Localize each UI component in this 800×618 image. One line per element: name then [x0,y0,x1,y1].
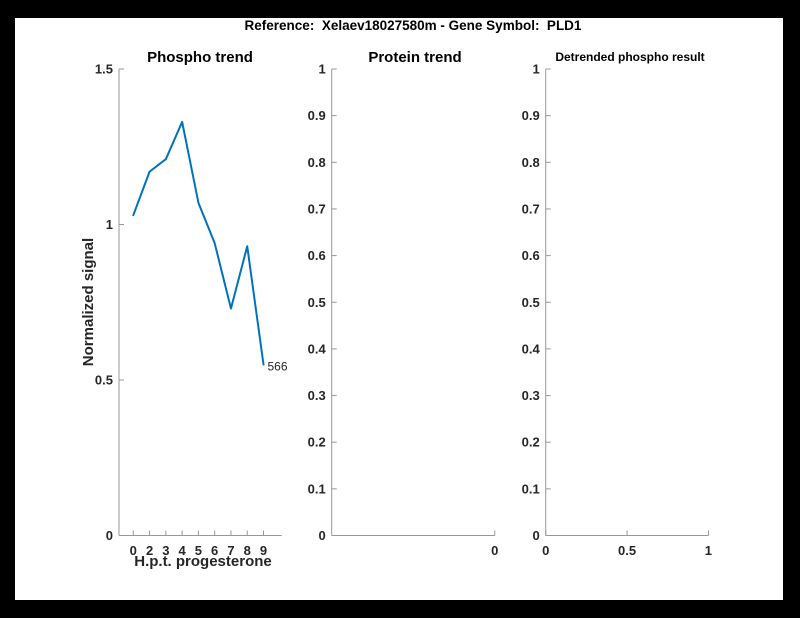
x-tick-label: 4 [179,543,187,558]
x-tick-label: 3 [162,543,169,558]
y-tick-label: 0 [106,528,113,543]
y-tick-label: 0 [318,528,325,543]
x-tick-label: 0 [542,543,549,558]
y-tick-label: 0.1 [308,481,326,496]
y-tick-label: 0.5 [522,295,540,310]
y-tick-label: 0.3 [308,388,326,403]
x-axis-label: H.p.t. progesterone [134,553,272,570]
trend-line [132,120,265,366]
y-tick-label: 0.5 [95,373,113,388]
y-tick-label: 0.8 [522,155,540,170]
series-end-label: 566 [268,359,288,373]
x-tick-label: 9 [260,543,267,558]
x-tick-label: 8 [244,543,251,558]
x-tick-label: 7 [227,543,234,558]
x-tick-label: 1 [705,543,712,558]
y-tick-label: 0.2 [308,435,326,450]
x-tick-label: 5 [195,543,202,558]
y-axis-label: Normalized signal [80,238,97,366]
subplot-2: 0 0.1 0.2 0.3 0.4 0.5 0.6 0.7 0.8 0.9 1 0 [308,62,499,559]
x-tick-label: 0 [491,543,498,558]
subplot1-title: Phospho trend [147,49,253,66]
y-tick-label: 0.3 [522,388,540,403]
y-tick-label: 0.8 [308,155,326,170]
y-tick-label: 1 [106,217,113,232]
y-tick-label: 1.5 [95,62,113,77]
x-tick-label: 6 [211,543,218,558]
subplot-3: 0 0.1 0.2 0.3 0.4 0.5 0.6 0.7 0.8 0.9 1 0 0.5 1 [522,62,712,559]
y-tick-label: 0.5 [308,295,326,310]
x-tick-label: 0.5 [618,543,636,558]
y-tick-label: 0.6 [308,248,326,263]
y-tick-label: 0.9 [522,108,540,123]
subplot2-title: Protein trend [368,49,461,66]
x-tick-label: 2 [146,543,153,558]
figure-title: Reference: Xelaev18027580m - Gene Symbol… [245,18,582,33]
x-tick-label: 0 [130,543,137,558]
plots-layer: 00.511.50 2 3 4 5 6 7 8 956600.10.20.30.40.50.60… [95,62,712,559]
y-tick-label: 0.4 [522,341,541,356]
y-tick-label: 0.6 [522,248,540,263]
y-tick-label: 0.7 [522,201,540,216]
figure-background [15,18,783,600]
y-tick-label: 1 [318,62,325,77]
y-tick-label: 0.1 [522,481,540,496]
y-tick-label: 0.9 [308,108,326,123]
y-tick-label: 0.7 [308,201,326,216]
y-tick-label: 0.4 [308,341,327,356]
y-tick-label: 0 [532,528,539,543]
y-tick-label: 1 [532,62,539,77]
y-tick-label: 0.2 [522,435,540,450]
subplot3-title: Detrended phospho result [555,50,704,64]
